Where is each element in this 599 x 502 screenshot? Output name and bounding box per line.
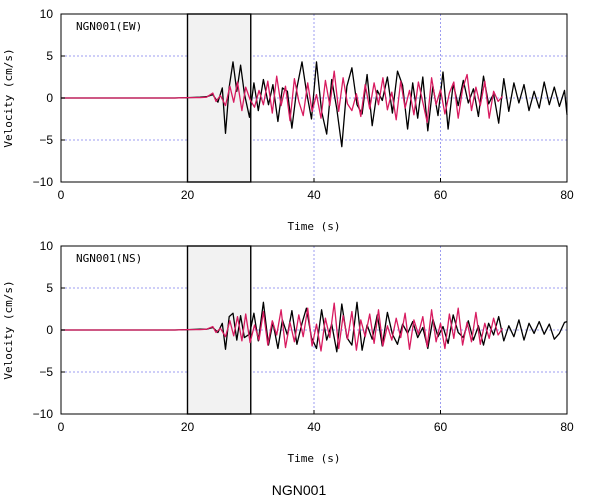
y-tick-label: −5 (39, 365, 53, 379)
x-tick-label: 20 (181, 420, 195, 434)
series-line-magenta (61, 302, 504, 352)
x-tick-label: 80 (560, 188, 574, 202)
x-axis-label: Time (s) (288, 220, 341, 233)
series-line-magenta (61, 70, 503, 124)
panel-title: NGN001(EW) (76, 20, 142, 33)
y-axis-label: Velocity (cm/s) (2, 280, 15, 379)
panel-title: NGN001(NS) (76, 252, 142, 265)
y-axis-label: Velocity (cm/s) (2, 48, 15, 147)
x-tick-label: 60 (434, 188, 448, 202)
x-tick-label: 40 (307, 188, 321, 202)
y-tick-label: 0 (46, 91, 53, 105)
y-tick-label: −10 (33, 175, 54, 189)
y-tick-label: 0 (46, 323, 53, 337)
y-tick-label: 5 (46, 281, 53, 295)
y-tick-label: 10 (40, 239, 54, 253)
chart-panel-2: 0 20 40 60 80 10 5 0 −5 −10 NGN001(NS) Time (s) Velo… (2, 239, 574, 465)
x-tick-label: 0 (58, 188, 65, 202)
x-tick-label: 20 (181, 188, 195, 202)
chart-panel-1: 0 20 40 60 80 10 5 0 −5 −10 NGN001(EW) Time (s) Velo… (2, 7, 574, 233)
y-tick-label: −10 (33, 407, 54, 421)
y-tick-label: 10 (40, 7, 54, 21)
x-tick-label: 80 (560, 420, 574, 434)
series-line-black (61, 61, 568, 148)
x-tick-label: 0 (58, 420, 65, 434)
x-tick-label: 40 (307, 420, 321, 434)
x-axis-label: Time (s) (288, 452, 341, 465)
y-tick-label: 5 (46, 49, 53, 63)
y-tick-label: −5 (39, 133, 53, 147)
x-tick-label: 60 (434, 420, 448, 434)
figure-caption: NGN001 (272, 482, 327, 498)
